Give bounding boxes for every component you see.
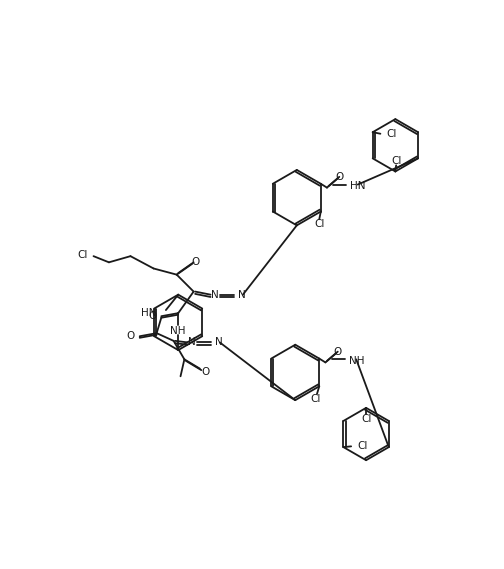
Text: N: N: [211, 290, 219, 300]
Text: O: O: [335, 172, 343, 182]
Text: NH: NH: [170, 326, 186, 336]
Text: NH: NH: [349, 356, 364, 366]
Text: HN: HN: [350, 181, 365, 191]
Text: O: O: [148, 311, 156, 321]
Text: HN: HN: [141, 308, 157, 318]
Text: Cl: Cl: [310, 394, 321, 403]
Text: Cl: Cl: [77, 250, 87, 259]
Text: Cl: Cl: [314, 219, 325, 229]
Text: O: O: [202, 366, 210, 377]
Text: Cl: Cl: [387, 129, 397, 139]
Text: O: O: [191, 257, 199, 267]
Text: O: O: [334, 347, 342, 357]
Text: Cl: Cl: [361, 414, 371, 424]
Text: Cl: Cl: [357, 440, 367, 451]
Text: Cl: Cl: [392, 156, 402, 166]
Text: N: N: [215, 337, 223, 348]
Text: N: N: [188, 337, 196, 348]
Text: N: N: [238, 290, 246, 300]
Text: O: O: [127, 331, 135, 341]
